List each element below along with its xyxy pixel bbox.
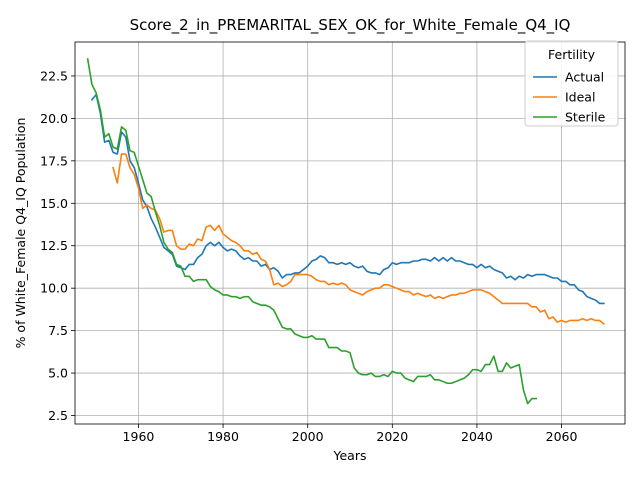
series-line-sterile — [86, 58, 537, 405]
x-tick-label: 1960 — [123, 429, 155, 444]
x-tick-label: 2020 — [376, 429, 408, 444]
grid-lines — [75, 42, 625, 424]
legend-box — [524, 40, 619, 127]
y-tick-label: 17.5 — [40, 153, 68, 168]
x-axis: 1960 1980 2000 2020 2040 2060 — [123, 424, 578, 444]
x-tick-label: 2040 — [461, 429, 493, 444]
y-tick-label: 5.0 — [48, 366, 68, 381]
y-tick-label: 15.0 — [40, 196, 68, 211]
x-tick-label: 1980 — [207, 429, 239, 444]
legend-label-ideal: Ideal — [565, 90, 595, 105]
legend-title: Fertility — [548, 47, 596, 62]
y-axis-title: % of White_Female Q4_IQ Population — [13, 118, 28, 349]
chart-title: Score_2_in_PREMARITAL_SEX_OK_for_White_F… — [130, 16, 571, 35]
y-tick-label: 2.5 — [48, 408, 68, 423]
plot-area — [74, 41, 626, 425]
series-lines — [86, 58, 605, 405]
y-tick-label: 22.5 — [40, 68, 68, 83]
x-axis-title: Years — [333, 448, 367, 463]
y-axis: 2.5 5.0 7.5 10.0 12.5 15.0 17.5 20.0 22.5 — [40, 68, 75, 423]
x-tick-label: 2000 — [292, 429, 324, 444]
x-tick-label: 2060 — [546, 429, 578, 444]
y-tick-label: 12.5 — [40, 238, 68, 253]
y-tick-label: 7.5 — [48, 323, 68, 338]
legend-label-sterile: Sterile — [565, 110, 606, 125]
legend: Fertility Actual Ideal Sterile — [524, 40, 619, 127]
legend-label-actual: Actual — [565, 70, 604, 85]
series-line-actual — [90, 93, 605, 305]
y-tick-label: 10.0 — [40, 281, 68, 296]
y-tick-label: 20.0 — [40, 111, 68, 126]
series-line-ideal — [112, 153, 605, 325]
legend-items: Actual Ideal Sterile — [533, 70, 606, 125]
